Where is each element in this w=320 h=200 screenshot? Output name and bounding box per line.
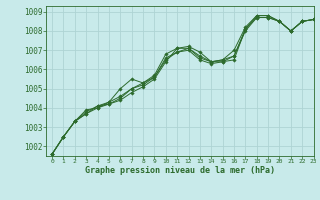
X-axis label: Graphe pression niveau de la mer (hPa): Graphe pression niveau de la mer (hPa) bbox=[85, 166, 275, 175]
